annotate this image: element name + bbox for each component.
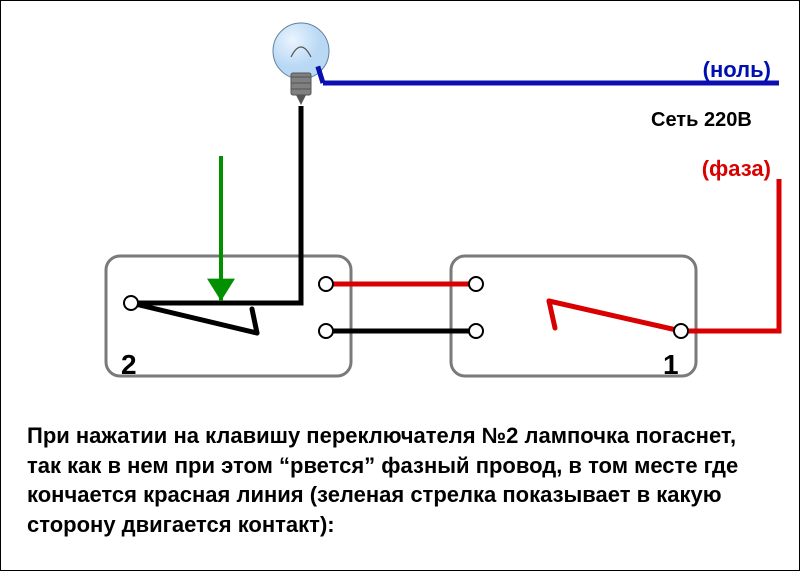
label-switch-1: 1 — [663, 349, 679, 381]
circuit-svg — [1, 1, 800, 401]
diagram-frame: (ноль) Сеть 220В (фаза) 2 1 При нажатии … — [0, 0, 800, 571]
label-switch-2: 2 — [121, 349, 137, 381]
label-supply: Сеть 220В — [651, 109, 752, 132]
description-text: При нажатии на клавишу переключателя №2 … — [27, 421, 773, 540]
label-phase: (фаза) — [702, 156, 771, 182]
label-neutral: (ноль) — [703, 57, 771, 83]
